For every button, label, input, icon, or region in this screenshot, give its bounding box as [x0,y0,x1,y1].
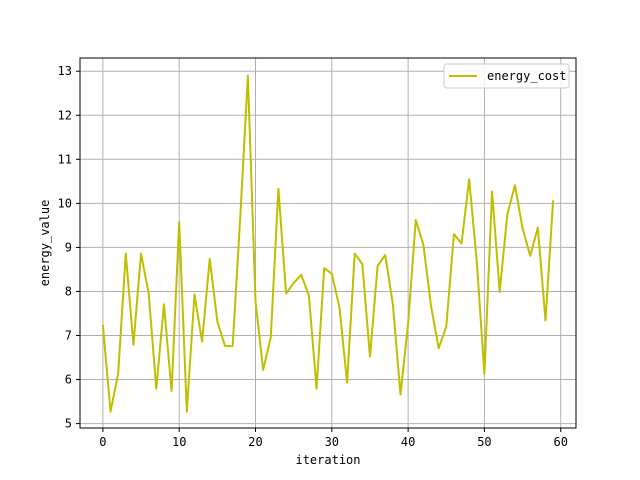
x-tick-label: 30 [325,435,339,449]
y-tick-label: 7 [65,329,72,343]
y-tick-label: 8 [65,284,72,298]
plot-frame [79,57,577,429]
x-tick-label: 20 [248,435,262,449]
legend-box [443,63,570,89]
x-tick-label: 50 [477,435,491,449]
y-tick-label: 9 [65,240,72,254]
x-axis-label: iteration [295,453,360,467]
y-tick-label: 11 [58,152,72,166]
y-axis-label: energy_value [38,200,52,287]
axis-ticks: 0 10 20 30 40 50 60 5 6 7 8 9 10 11 12 13 [58,64,568,449]
y-tick-label: 13 [58,64,72,78]
x-tick-label: 0 [99,435,106,449]
legend-label-energy-cost: energy_cost [487,69,566,83]
series-layer [101,74,555,413]
x-tick-label: 40 [401,435,415,449]
y-tick-label: 12 [58,108,72,122]
y-tick-label: 5 [65,417,72,431]
series-line-energy-cost [101,74,555,413]
y-tick-label: 10 [58,196,72,210]
x-tick-label: 60 [554,435,568,449]
x-tick-label: 10 [172,435,186,449]
legend: energy_cost [443,63,570,89]
y-tick-label: 6 [65,373,72,387]
grid-lines [80,58,576,428]
